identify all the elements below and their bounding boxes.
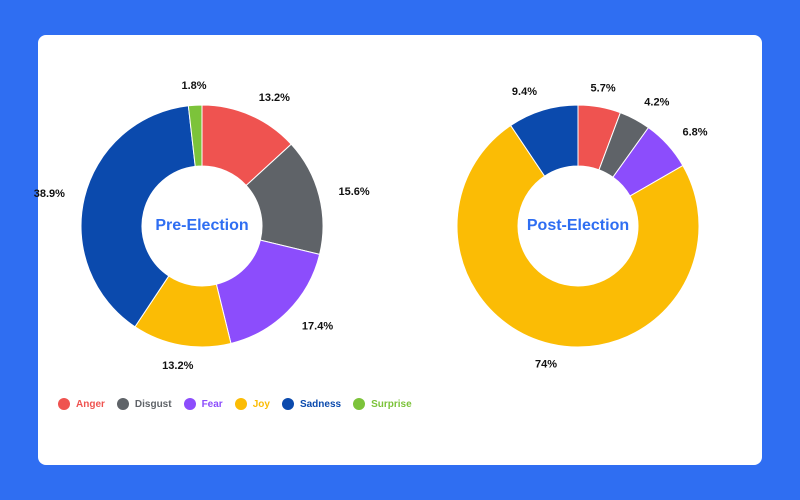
post-election-value-label-disgust: 4.2% <box>644 97 669 109</box>
legend-swatch-sadness <box>281 398 294 410</box>
post-election-value-label-joy: 74% <box>535 358 557 370</box>
legend-swatch-surprise <box>353 398 366 410</box>
legend-label-fear: Fear <box>201 398 223 410</box>
pre-election-slice-surprise[interactable] <box>187 104 203 167</box>
post-election-center-label: Post-Election <box>527 217 629 234</box>
legend-item-fear[interactable]: Fear <box>183 398 223 410</box>
pre-election-center-label: Pre-Election <box>155 217 248 234</box>
legend-label-disgust: Disgust <box>134 398 172 410</box>
legend-item-anger[interactable]: Anger <box>58 398 105 410</box>
pre-election-value-label-sadness: 38.9% <box>34 188 65 200</box>
legend-label-joy: Joy <box>252 398 270 410</box>
legend-item-disgust[interactable]: Disgust <box>116 398 172 410</box>
post-election-value-label-anger: 5.7% <box>591 82 616 94</box>
legend-swatch-fear <box>183 398 196 410</box>
pre-election-value-label-fear: 17.4% <box>302 320 333 332</box>
legend-swatch-joy <box>234 398 247 410</box>
legend-item-surprise[interactable]: Surprise <box>353 398 412 410</box>
post-election-donut: 5.7% 4.2% 6.8% 74% 9.4% <box>456 82 708 370</box>
chart-legend: Anger Disgust Fear Joy Sadness Surprise <box>58 398 424 410</box>
post-election-value-label-sadness: 9.4% <box>512 86 537 98</box>
legend-item-joy[interactable]: Joy <box>234 398 270 410</box>
legend-item-sadness[interactable]: Sadness <box>281 398 342 410</box>
pre-election-value-label-surprise: 1.8% <box>181 80 206 92</box>
pre-election-slice-sadness[interactable] <box>80 105 196 328</box>
post-election-slice-joy[interactable] <box>456 124 700 348</box>
post-election-value-label-fear: 6.8% <box>683 126 708 138</box>
legend-label-surprise: Surprise <box>371 398 412 410</box>
legend-label-sadness: Sadness <box>299 398 342 410</box>
post-election-slice-sadness[interactable] <box>509 104 579 177</box>
legend-swatch-disgust <box>116 398 129 410</box>
pre-election-value-label-joy: 13.2% <box>162 360 193 372</box>
legend-label-anger: Anger <box>76 398 105 410</box>
pre-election-value-label-anger: 13.2% <box>259 92 290 104</box>
pre-election-value-label-disgust: 15.6% <box>339 186 370 198</box>
pre-election-donut: 13.2% 15.6% 17.4% 13.2% 38.9% 1.8% <box>34 80 370 372</box>
legend-swatch-anger <box>58 398 70 410</box>
